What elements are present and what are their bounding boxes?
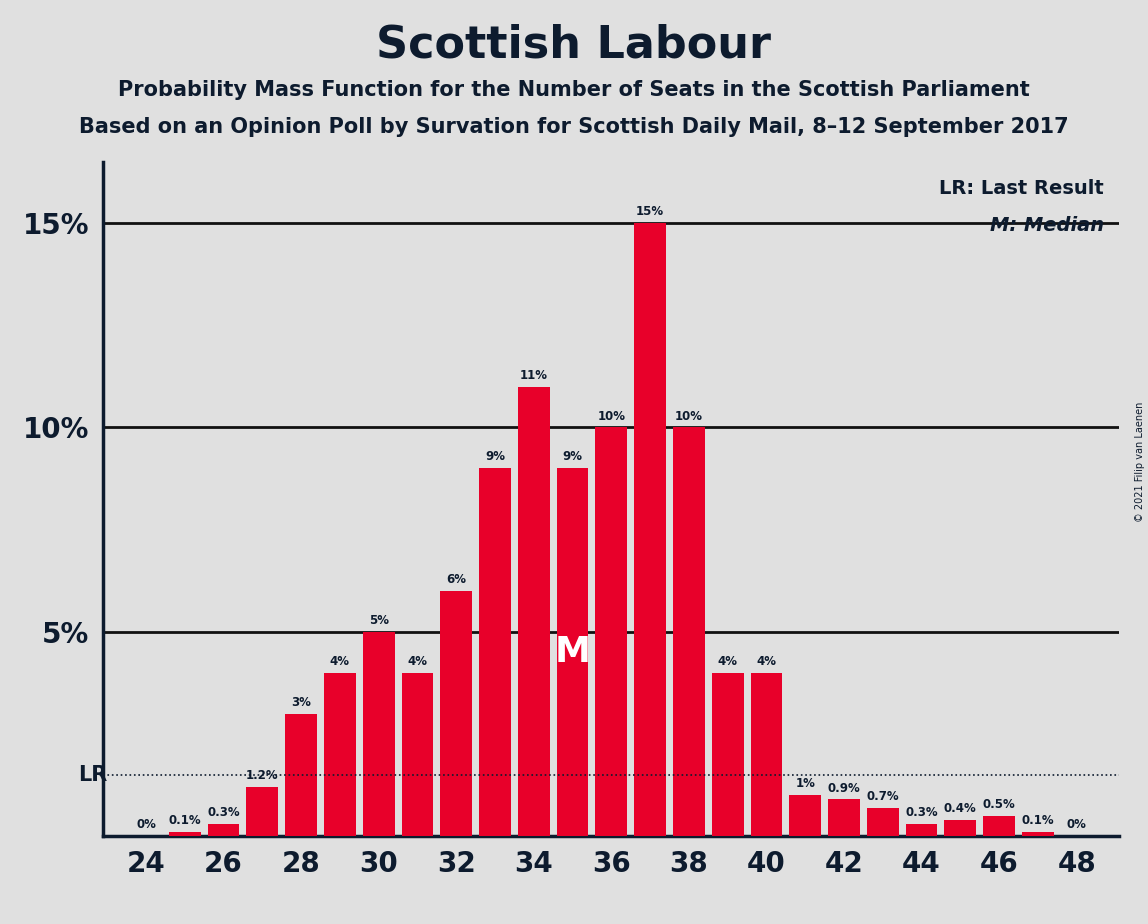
Bar: [1022, 833, 1054, 836]
Bar: [712, 673, 744, 836]
Text: 10%: 10%: [675, 409, 703, 422]
Text: 1.2%: 1.2%: [246, 770, 279, 783]
Text: 9%: 9%: [563, 450, 582, 464]
Text: LR: LR: [78, 765, 107, 784]
Bar: [751, 673, 782, 836]
Text: 0.9%: 0.9%: [828, 782, 860, 795]
Text: Based on an Opinion Poll by Survation for Scottish Daily Mail, 8–12 September 20: Based on an Opinion Poll by Survation fo…: [79, 117, 1069, 138]
Text: 4%: 4%: [718, 655, 738, 668]
Text: © 2021 Filip van Laenen: © 2021 Filip van Laenen: [1135, 402, 1145, 522]
Bar: [557, 468, 589, 836]
Text: 0.7%: 0.7%: [867, 790, 899, 803]
Bar: [596, 428, 627, 836]
Text: 10%: 10%: [597, 409, 626, 422]
Text: 15%: 15%: [636, 205, 665, 218]
Text: 11%: 11%: [520, 369, 548, 382]
Bar: [247, 787, 278, 836]
Bar: [324, 673, 356, 836]
Bar: [169, 833, 201, 836]
Text: Probability Mass Function for the Number of Seats in the Scottish Parliament: Probability Mass Function for the Number…: [118, 80, 1030, 101]
Text: Scottish Labour: Scottish Labour: [377, 23, 771, 67]
Text: 0.5%: 0.5%: [983, 798, 1016, 811]
Text: 4%: 4%: [329, 655, 350, 668]
Bar: [518, 386, 550, 836]
Bar: [906, 824, 938, 836]
Text: 0.4%: 0.4%: [944, 802, 977, 815]
Bar: [828, 799, 860, 836]
Bar: [208, 824, 240, 836]
Bar: [673, 428, 705, 836]
Bar: [790, 796, 821, 836]
Bar: [285, 713, 317, 836]
Bar: [479, 468, 511, 836]
Text: 0.3%: 0.3%: [906, 806, 938, 819]
Bar: [945, 820, 976, 836]
Text: 6%: 6%: [447, 573, 466, 586]
Text: 4%: 4%: [757, 655, 776, 668]
Text: 0.1%: 0.1%: [169, 814, 201, 827]
Bar: [634, 223, 666, 836]
Text: 3%: 3%: [292, 696, 311, 709]
Bar: [867, 808, 899, 836]
Text: 0.1%: 0.1%: [1022, 814, 1054, 827]
Text: 0.3%: 0.3%: [208, 806, 240, 819]
Bar: [402, 673, 433, 836]
Text: 1%: 1%: [796, 777, 815, 790]
Text: 4%: 4%: [408, 655, 427, 668]
Bar: [983, 816, 1015, 836]
Text: M: M: [554, 636, 590, 669]
Text: 9%: 9%: [484, 450, 505, 464]
Text: 5%: 5%: [369, 614, 389, 626]
Text: LR: Last Result: LR: Last Result: [939, 178, 1104, 198]
Text: M: Median: M: Median: [990, 215, 1104, 235]
Text: 0%: 0%: [1066, 819, 1086, 832]
Text: 0%: 0%: [137, 819, 156, 832]
Bar: [441, 591, 472, 836]
Bar: [363, 632, 395, 836]
